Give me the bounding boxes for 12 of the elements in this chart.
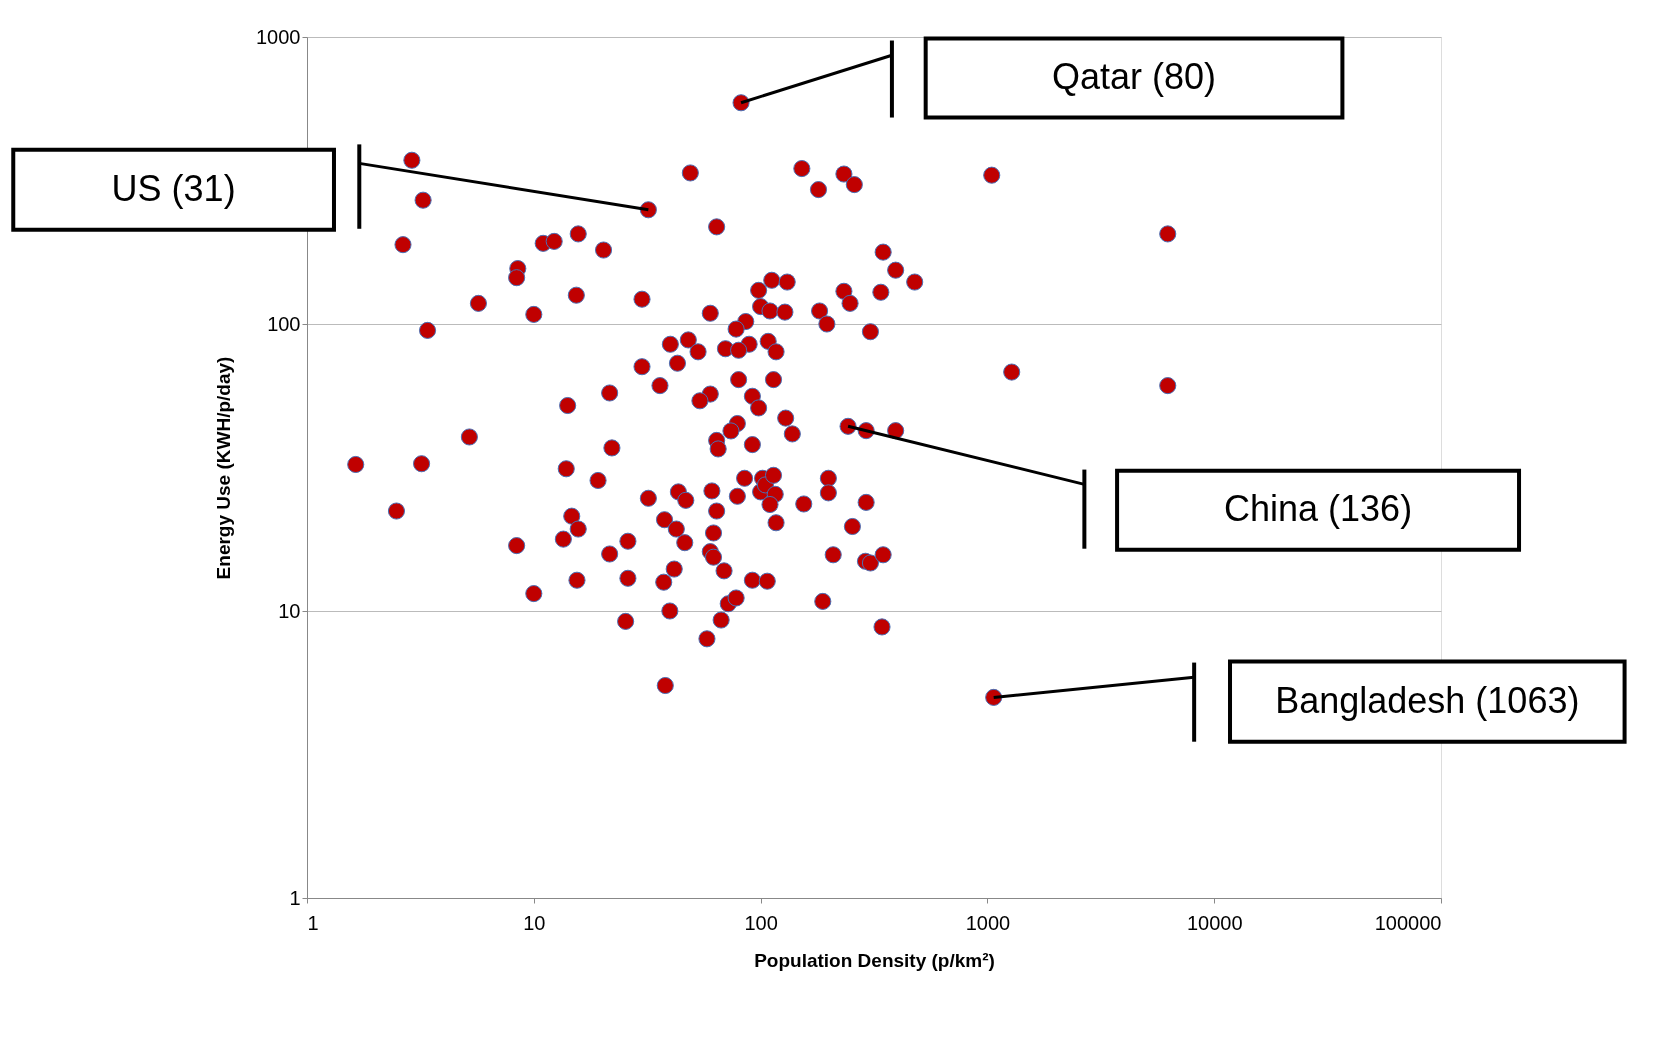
y-tick-label: 100 (267, 312, 301, 335)
x-tick-label: 100 (744, 911, 778, 934)
x-tick-label: 10 (523, 911, 546, 934)
x-tick-label: 10000 (1186, 911, 1243, 934)
x-tick-label: 100000 (1374, 911, 1442, 934)
y-axis-title: Energy Use (KWH/p/day) (213, 356, 235, 580)
x-axis-title: Population Density (p/km²) (754, 949, 995, 971)
y-tick-label: 1 (289, 886, 301, 909)
y-tick-label: 10 (278, 599, 301, 622)
y-tick-label: 1000 (256, 25, 301, 48)
x-tick-label: 1 (307, 911, 319, 934)
x-tick-label: 1000 (965, 911, 1011, 934)
